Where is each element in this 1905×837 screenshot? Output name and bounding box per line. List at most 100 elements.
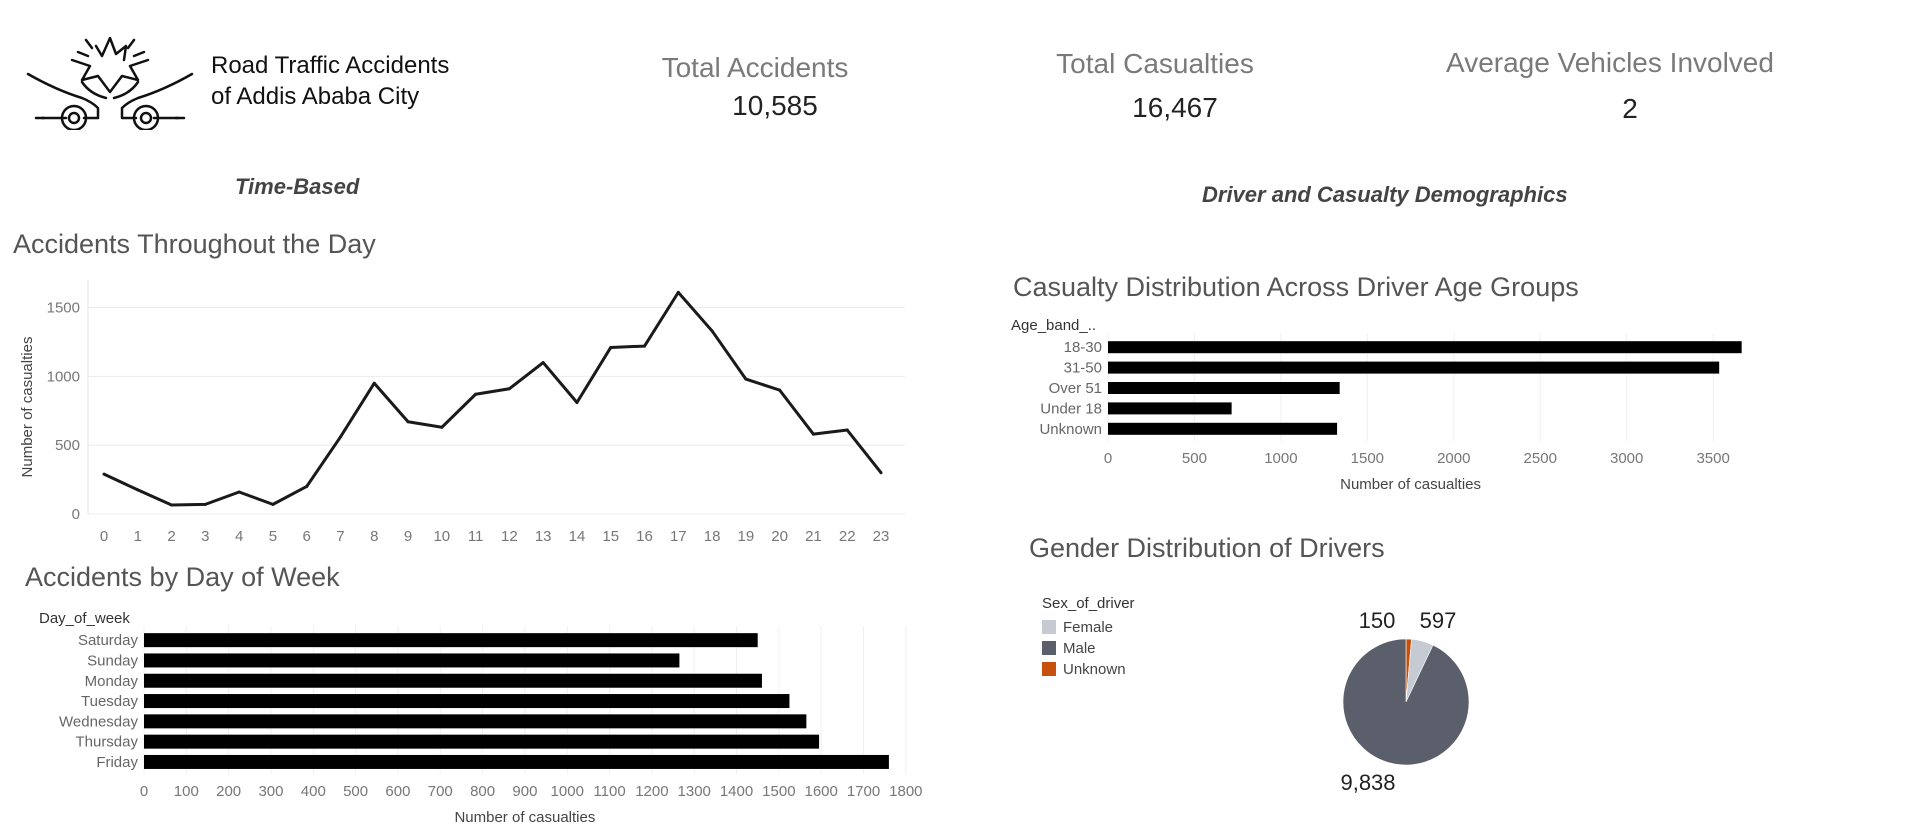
day-bar xyxy=(144,694,790,709)
data-point xyxy=(102,472,106,476)
data-point xyxy=(338,435,342,439)
x-tick-label: 1700 xyxy=(847,783,880,800)
x-tick-label: 200 xyxy=(216,783,241,800)
x-tick-label: 1300 xyxy=(678,783,711,800)
data-point xyxy=(271,502,275,506)
x-tick-label: 2500 xyxy=(1524,450,1557,467)
title-line-2: of Addis Ababa City xyxy=(211,83,420,110)
x-tick-label: 2 xyxy=(167,528,175,545)
age-bar xyxy=(1108,382,1340,394)
x-tick-label: 1000 xyxy=(1264,450,1297,467)
data-point xyxy=(744,377,748,381)
age-bar xyxy=(1108,361,1720,374)
data-point xyxy=(676,290,680,294)
data-point xyxy=(406,420,410,424)
age-bar xyxy=(1108,341,1742,354)
day-bar xyxy=(144,633,758,648)
section-demographics: Driver and Casualty Demographics xyxy=(1202,182,1568,207)
kpi-total-casualties-label: Total Casualties xyxy=(1056,48,1254,79)
legend-label: Unknown xyxy=(1063,661,1126,678)
legend-label: Male xyxy=(1063,640,1096,657)
day-chart-title: Accidents by Day of Week xyxy=(25,562,340,592)
x-tick-label: 7 xyxy=(336,528,344,545)
bar-chart-casualties-by-age: 0 500 1000 1500 2000 2500 3000 3500 Age_band_.. 1… xyxy=(1011,317,1742,493)
x-tick-label: 500 xyxy=(1182,450,1207,467)
day-bar xyxy=(144,714,807,729)
x-tick-label: 100 xyxy=(174,783,199,800)
gender-chart-title: Gender Distribution of Drivers xyxy=(1029,533,1385,563)
pie-slice-male xyxy=(1342,638,1470,766)
x-tick-label: 1000 xyxy=(551,783,584,800)
data-point xyxy=(778,388,782,392)
line-chart-title: Accidents Throughout the Day xyxy=(13,229,376,259)
age-bar xyxy=(1108,422,1338,435)
kpi-total-accidents-value: 10,585 xyxy=(732,90,818,121)
x-tick-label: 12 xyxy=(501,528,518,545)
day-label: Wednesday xyxy=(59,713,138,730)
x-tick-label: 1600 xyxy=(805,783,838,800)
age-bar xyxy=(1108,402,1232,415)
x-tick-label: 1 xyxy=(134,528,142,545)
legend-swatch xyxy=(1042,662,1056,676)
pie-value-label: 150 xyxy=(1359,608,1396,633)
x-tick-label: 15 xyxy=(602,528,619,545)
age-label: Over 51 xyxy=(1049,380,1102,397)
data-point xyxy=(609,345,613,349)
x-tick-label: 1400 xyxy=(720,783,753,800)
y-tick-label: 1000 xyxy=(47,368,80,385)
y-tick-label: 500 xyxy=(55,437,80,454)
data-point xyxy=(305,484,309,488)
x-tick-label: 22 xyxy=(839,528,856,545)
x-tick-label: 5 xyxy=(269,528,277,545)
x-tick-label: 9 xyxy=(404,528,412,545)
x-tick-label: 500 xyxy=(343,783,368,800)
category-header: Age_band_.. xyxy=(1011,317,1096,334)
x-tick-label: 1500 xyxy=(762,783,795,800)
day-bar xyxy=(144,734,820,749)
series-line xyxy=(103,290,883,507)
x-tick-label: 2000 xyxy=(1437,450,1470,467)
data-point xyxy=(879,471,883,475)
data-point xyxy=(575,401,579,405)
kpi-total-accidents-label: Total Accidents xyxy=(661,52,849,83)
x-tick-label: 0 xyxy=(1104,450,1112,467)
day-bar xyxy=(144,754,889,769)
category-header: Day_of_week xyxy=(39,610,130,627)
day-label: Sunday xyxy=(87,652,138,669)
title-line-1: Road Traffic Accidents xyxy=(211,52,450,79)
x-tick-label: 0 xyxy=(140,783,148,800)
x-tick-label: 1200 xyxy=(635,783,668,800)
y-tick-label: 0 xyxy=(72,506,80,523)
age-chart-title: Casualty Distribution Across Driver Age … xyxy=(1013,272,1579,302)
x-tick-label: 700 xyxy=(428,783,453,800)
x-tick-label: 800 xyxy=(470,783,495,800)
x-tick-label: 3000 xyxy=(1610,450,1643,467)
x-tick-label: 23 xyxy=(873,528,890,545)
x-tick-label: 3500 xyxy=(1696,450,1729,467)
x-tick-label: 1100 xyxy=(593,783,625,800)
data-point xyxy=(474,392,478,396)
pie-value-label: 597 xyxy=(1420,608,1457,633)
x-axis-label: Number of casualties xyxy=(1340,476,1481,493)
y-axis-label: Number of casualties xyxy=(19,337,36,478)
x-tick-label: 6 xyxy=(303,528,311,545)
x-tick-label: 17 xyxy=(670,528,687,545)
data-point xyxy=(710,329,714,333)
age-label: Unknown xyxy=(1039,421,1102,438)
x-tick-label: 3 xyxy=(201,528,209,545)
x-tick-label: 1800 xyxy=(889,783,922,800)
day-label: Monday xyxy=(85,673,139,690)
day-bar xyxy=(144,653,680,668)
x-tick-label: 19 xyxy=(738,528,755,545)
data-point xyxy=(372,381,376,385)
x-tick-label: 900 xyxy=(512,783,537,800)
x-tick-label: 13 xyxy=(535,528,552,545)
x-tick-label: 8 xyxy=(370,528,378,545)
dashboard-title: Road Traffic Accidents of Addis Ababa Ci… xyxy=(211,50,449,112)
x-tick-label: 0 xyxy=(100,528,108,545)
car-crash-icon xyxy=(26,36,194,130)
age-label: Under 18 xyxy=(1040,400,1102,417)
legend-swatch xyxy=(1042,641,1056,655)
data-point xyxy=(811,432,815,436)
data-point xyxy=(845,428,849,432)
